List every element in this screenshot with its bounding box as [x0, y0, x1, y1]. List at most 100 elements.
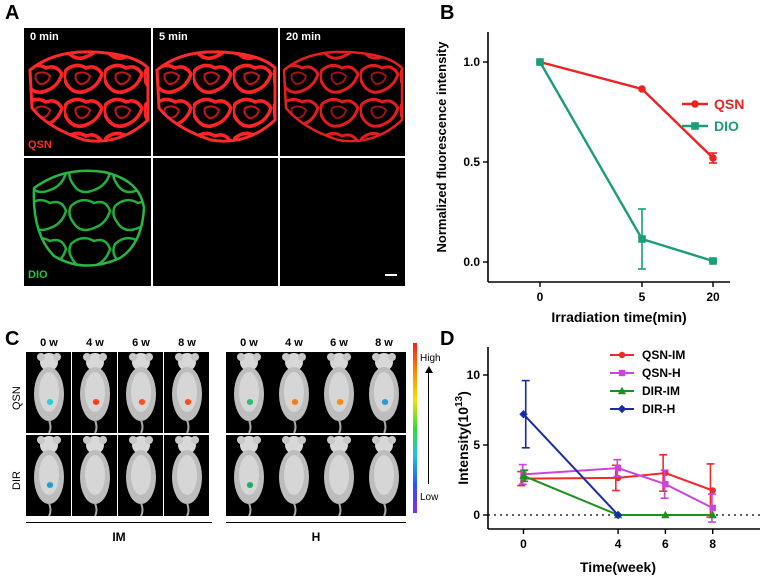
colorbar-high-label: High	[420, 353, 441, 364]
legend-label-dir-im: DIR-IM	[642, 384, 680, 398]
data-point-dio	[536, 58, 544, 66]
legend-marker	[617, 404, 627, 414]
data-point-qsn	[709, 154, 717, 162]
group-underline-h	[226, 522, 406, 523]
qsn-channel-label: QSN	[28, 139, 52, 151]
legend-marker	[618, 351, 626, 359]
dio-channel-label: DIO	[28, 269, 48, 281]
legend-label-qsn-h: QSN-H	[642, 366, 681, 380]
timepoint-label: 4 w	[285, 337, 303, 349]
y-tick-label: 10	[467, 368, 481, 382]
mouse-image-qsn-2	[118, 352, 164, 433]
legend-marker	[691, 122, 699, 130]
mouse-image-qsn-7	[361, 352, 407, 433]
mouse-image-dir-4	[226, 435, 272, 516]
data-point-dir-h	[613, 510, 623, 520]
legend-label-dio: DIO	[714, 118, 739, 134]
timepoint-label: 0 w	[40, 337, 58, 349]
timepoint-label: 5 min	[159, 31, 188, 43]
x-tick-label: 5	[639, 290, 646, 304]
timepoint-label: 6 w	[132, 337, 150, 349]
y-tick-label: 0.5	[463, 155, 480, 169]
panel-c-letter: C	[5, 328, 20, 350]
x-tick-label: 4	[615, 537, 622, 551]
legend-marker	[617, 386, 627, 395]
row-label-qsn: QSN	[11, 386, 23, 410]
x-tick-label: 6	[662, 537, 669, 551]
mouse-image-qsn-1	[72, 352, 118, 433]
qsn-20min-image: 20 min	[280, 28, 405, 156]
y-tick-label: 0	[473, 508, 480, 522]
mouse-image-qsn-4	[226, 352, 272, 433]
timepoint-label: 4 w	[86, 337, 104, 349]
timepoint-label: 0 min	[30, 31, 59, 43]
group-underline-im	[26, 522, 212, 523]
legend-label-dir-h: DIR-H	[642, 402, 675, 416]
legend-label-qsn: QSN	[714, 96, 744, 112]
panel-a-letter: A	[5, 2, 20, 24]
series-line-qsn	[539, 60, 714, 159]
y-axis-label: Intensity(1013)	[454, 391, 471, 485]
x-axis-label: Irradiation time(min)	[551, 309, 686, 325]
data-point-qsn-im	[709, 487, 716, 494]
timepoint-label: 8 w	[178, 337, 196, 349]
mouse-image-dir-2	[118, 435, 164, 516]
dio-20min-image	[280, 158, 405, 286]
y-tick-label: 5	[473, 438, 480, 452]
series-line-dio	[538, 61, 714, 263]
data-point-dir-im	[519, 471, 528, 479]
mouse-image-qsn-0	[26, 352, 72, 433]
series-line-dir-h	[522, 413, 619, 516]
y-axis-label: Normalized fluorescence intensity	[434, 41, 449, 253]
timepoint-label: 8 w	[375, 337, 393, 349]
dio-0min-image: DIO	[24, 158, 151, 286]
group-label-im: IM	[112, 530, 126, 544]
dio-5min-image	[153, 158, 278, 286]
legend-marker	[691, 100, 699, 108]
data-point-qsn-h	[662, 481, 669, 488]
mouse-image-dir-1	[72, 435, 118, 516]
y-tick-label: 0.0	[463, 255, 480, 269]
x-tick-label: 20	[706, 290, 720, 304]
row-label-dir: DIR	[11, 471, 23, 490]
legend-marker	[618, 369, 626, 377]
colorbar-low-label: Low	[420, 492, 439, 503]
panel-d-chart: 0 5 10 0 4 6 8 Time(week) Intensity(1013) QSN-IM Q…	[454, 347, 760, 575]
arrow-up-icon	[425, 366, 433, 373]
data-point-dir-im	[708, 510, 717, 519]
x-axis-label: Time(week)	[580, 559, 656, 575]
scale-bar	[385, 274, 397, 276]
data-point-dir-h	[519, 410, 528, 419]
colorbar-arrow-shaft	[428, 372, 429, 484]
y-tick-label: 1.0	[463, 55, 480, 69]
mouse-image-dir-6	[316, 435, 362, 516]
mouse-image-dir-3	[164, 435, 210, 516]
data-point-qsn	[638, 85, 646, 93]
timepoint-label: 0 w	[240, 337, 258, 349]
x-tick-label: 0	[537, 290, 544, 304]
mouse-image-dir-0	[26, 435, 72, 516]
series-line-dir-im	[523, 474, 713, 516]
panel-b-letter: B	[440, 2, 455, 24]
x-tick-label: 8	[709, 537, 716, 551]
group-label-h: H	[311, 530, 321, 544]
mouse-image-dir-5	[271, 435, 317, 516]
legend-label-qsn-im: QSN-IM	[642, 348, 685, 362]
x-tick-label: 0	[520, 537, 527, 551]
data-point-qsn-h	[709, 504, 716, 512]
panel-d-letter: D	[440, 328, 455, 350]
mouse-image-qsn-6	[316, 352, 362, 433]
qsn-0min-image: 0 min QSN	[24, 28, 151, 156]
mouse-image-qsn-3	[164, 352, 210, 433]
mouse-image-qsn-5	[271, 352, 317, 433]
panel-b-chart: 0.0 0.5 1.0 0 5 20 Irradiation time(min) Normal…	[434, 32, 744, 325]
data-point-qsn-h	[614, 464, 622, 472]
timepoint-label: 6 w	[330, 337, 348, 349]
data-point-dio	[638, 235, 646, 243]
data-point-dir-im	[661, 510, 670, 519]
colorbar	[413, 343, 417, 513]
timepoint-label: 20 min	[286, 31, 321, 43]
qsn-5min-image: 5 min	[153, 28, 278, 156]
series-line-qsn-h	[523, 467, 714, 509]
data-point-dio	[709, 257, 717, 265]
